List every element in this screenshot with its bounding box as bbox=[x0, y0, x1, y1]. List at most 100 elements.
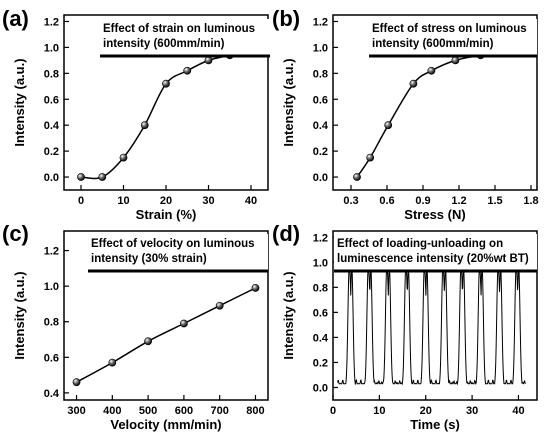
data-points bbox=[72, 284, 260, 387]
data-point bbox=[179, 319, 188, 328]
plot-frame bbox=[332, 14, 538, 191]
data-point bbox=[251, 284, 260, 292]
x-tick-label: 20 bbox=[420, 405, 432, 417]
x-tick-label: 1.5 bbox=[487, 195, 502, 207]
panel-label: (b) bbox=[272, 6, 300, 31]
axis-ticks: 0.3 0.6 0.9 1.2 1.5 1.8 0.0 0.2 0.4 0.6 0.8 1.0 1.2 bbox=[313, 16, 539, 207]
y-tick-label: 0.2 bbox=[44, 146, 59, 158]
data-point bbox=[144, 337, 153, 346]
data-point bbox=[409, 79, 418, 88]
y-tick-label: 1.2 bbox=[44, 16, 59, 28]
x-tick-label: 0.3 bbox=[343, 195, 358, 207]
y-tick-label: 1.0 bbox=[44, 42, 59, 54]
panel-c: 300 400 500 600 700 800 0.4 0.6 0.8 1.0 1.2 Effect… bbox=[2, 221, 269, 432]
y-tick-label: 0.2 bbox=[313, 357, 328, 369]
series-line bbox=[80, 47, 252, 180]
y-tick-label: 0.0 bbox=[313, 172, 328, 184]
y-tick-label: 0.4 bbox=[44, 388, 60, 400]
annotation-background bbox=[369, 19, 537, 57]
annotation-line-2: luminescence intensity (20%wt BT) bbox=[337, 253, 529, 265]
axis-ticks: 0 10 20 30 40 0.0 0.2 0.4 0.6 0.8 1.0 1.2 bbox=[44, 16, 257, 207]
data-point bbox=[183, 66, 192, 75]
panel-b: 0.3 0.6 0.9 1.2 1.5 1.80.00.20.40.60.81.01.2 … bbox=[272, 6, 539, 222]
y-tick-label: 0.8 bbox=[313, 68, 328, 80]
x-tick-label: 600 bbox=[175, 405, 193, 417]
y-tick-label: 0.8 bbox=[44, 317, 59, 329]
annotation-background bbox=[100, 19, 270, 57]
annotation-line-1: Effect of stress on luminous bbox=[372, 23, 527, 35]
series-line bbox=[76, 287, 256, 383]
y-axis-label: Intensity (a.u.) bbox=[281, 271, 296, 359]
data-point bbox=[98, 173, 107, 181]
y-tick-label: 1.0 bbox=[313, 257, 328, 269]
y-tick-label: 0.8 bbox=[44, 68, 59, 80]
panel-label: (d) bbox=[272, 221, 300, 246]
data-point bbox=[119, 153, 128, 162]
plot-frame bbox=[63, 230, 269, 401]
x-tick-label: 30 bbox=[202, 195, 214, 207]
x-tick-label: 400 bbox=[103, 405, 121, 417]
y-tick-label: 1.0 bbox=[44, 281, 59, 293]
x-tick-label: 30 bbox=[466, 405, 478, 417]
x-tick-label: 0.9 bbox=[415, 195, 430, 207]
y-tick-label: 1.0 bbox=[313, 42, 328, 54]
series-curve bbox=[80, 47, 252, 180]
x-tick-label: 0.6 bbox=[379, 195, 394, 207]
x-tick-label: 40 bbox=[245, 195, 257, 207]
x-tick-label: 700 bbox=[211, 405, 229, 417]
data-point bbox=[204, 56, 213, 65]
data-point bbox=[140, 121, 149, 130]
data-point bbox=[384, 121, 393, 130]
annotation-background bbox=[88, 234, 268, 272]
x-axis-label: Velocity (mm/min) bbox=[110, 417, 221, 432]
series-curve bbox=[76, 287, 256, 383]
x-tick-label: 1.2 bbox=[451, 195, 466, 207]
x-tick-label: 20 bbox=[160, 195, 172, 207]
annotation-box: Effect of stress on luminous intensity (… bbox=[369, 19, 537, 58]
annotation-box: Effect of loading-unloading on luminesce… bbox=[334, 234, 537, 273]
panel-label: (c) bbox=[2, 221, 29, 246]
data-point bbox=[353, 173, 361, 181]
annotation-line-2: intensity (600mm/min) bbox=[103, 38, 225, 50]
annotation-line-2: intensity (600mm/min) bbox=[372, 38, 494, 50]
panel-a: 0 10 20 30 40 0.0 0.2 0.4 0.6 0.8 1.0 1.2 Effect of… bbox=[2, 6, 270, 222]
axis-ticks: 0 10 20 30 40 0.0 0.2 0.4 0.6 0.8 1.0 1.2 bbox=[313, 232, 525, 417]
y-tick-label: 0.0 bbox=[44, 172, 59, 184]
x-axis-label: Time (s) bbox=[410, 417, 460, 432]
axis-ticks: 300 400 500 600 700 800 0.4 0.6 0.8 1.0 1.2 bbox=[44, 246, 265, 417]
data-point bbox=[215, 301, 224, 310]
x-tick-label: 0 bbox=[330, 405, 336, 417]
y-tick-label: 0.4 bbox=[313, 332, 329, 344]
annotation-line-1: Effect of strain on luminous bbox=[103, 23, 255, 35]
y-tick-label: 0.2 bbox=[313, 146, 328, 158]
data-point bbox=[451, 56, 460, 65]
plot-frame bbox=[332, 230, 538, 401]
y-axis-label: Intensity (a.u.) bbox=[12, 58, 27, 146]
y-tick-label: 1.2 bbox=[313, 16, 328, 28]
x-tick-label: 300 bbox=[67, 405, 85, 417]
annotation-box: Effect of strain on luminous intensity (… bbox=[100, 19, 270, 58]
data-point bbox=[366, 153, 375, 162]
series-line bbox=[337, 264, 526, 386]
y-axis-label: Intensity (a.u.) bbox=[281, 58, 296, 146]
x-axis-label: Strain (%) bbox=[136, 207, 197, 222]
y-axis-label: Intensity (a.u.) bbox=[12, 271, 27, 359]
x-tick-label: 800 bbox=[246, 405, 264, 417]
panel-d: 0 10 20 30 40 0.0 0.2 0.4 0.6 0.8 1.0 1.2 Effect of… bbox=[272, 221, 538, 432]
y-tick-label: 0.6 bbox=[313, 94, 328, 106]
series-curve bbox=[337, 264, 526, 386]
data-point bbox=[77, 173, 85, 181]
data-point bbox=[427, 66, 436, 75]
annotation-line-1: Effect of loading-unloading on bbox=[337, 238, 503, 250]
data-point bbox=[108, 358, 117, 367]
data-points bbox=[353, 44, 515, 181]
annotation-background bbox=[334, 234, 537, 272]
y-tick-label: 1.2 bbox=[313, 232, 328, 244]
y-tick-label: 0.0 bbox=[313, 382, 328, 394]
x-tick-label: 500 bbox=[139, 405, 157, 417]
annotation-box: Effect of velocity on luminous intensity… bbox=[88, 234, 268, 273]
x-tick-label: 40 bbox=[512, 405, 524, 417]
x-axis-label: Stress (N) bbox=[404, 207, 465, 222]
x-tick-label: 1.8 bbox=[523, 195, 538, 207]
